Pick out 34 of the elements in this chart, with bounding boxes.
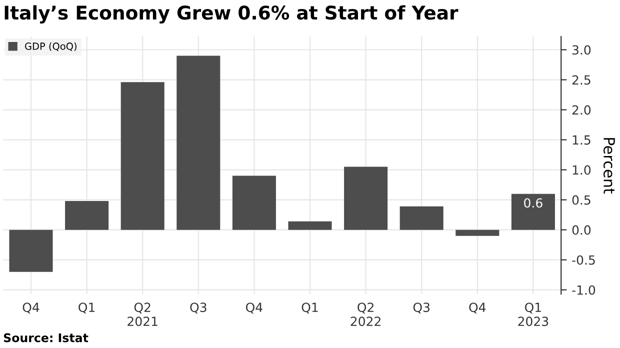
bar [120,82,164,230]
x-tick-label: Q4 [469,302,486,314]
bar [344,166,388,230]
x-tick-label: Q2 2022 [350,302,380,326]
y-tick-label: 3.0 [572,45,591,55]
x-tick-label: Q2 2021 [128,302,158,326]
chart-title: Italy’s Economy Grew 0.6% at Start of Year [4,5,458,24]
legend-label: GDP (QoQ) [25,42,76,52]
bar [456,230,500,236]
bar [400,206,444,230]
bar [288,221,332,230]
y-tick-label: 2.5 [572,75,590,85]
y-tick-label: 0.0 [572,225,591,235]
source-note: Source: Istat [4,333,88,342]
bar [511,194,555,230]
bar [176,56,220,230]
x-tick-label: Q1 2023 [518,302,548,326]
bar [232,176,276,230]
bar [65,201,109,230]
y-tick-label: -0.5 [572,255,595,265]
y-tick-label: 2.0 [572,105,591,115]
y-tick-label: 0.5 [572,195,590,205]
y-tick-label: -1.0 [572,285,596,295]
x-tick-label: Q3 [190,302,206,314]
x-tick-label: Q3 [413,302,430,314]
y-tick-label: 1.5 [572,135,590,145]
x-tick-label: Q4 [22,302,40,314]
x-tick-label: Q4 [246,302,262,314]
y-tick-label: 1.0 [572,165,591,175]
data-label: 0.6 [524,198,542,208]
x-tick-label: Q1 [302,302,318,314]
x-tick-label: Q1 [78,302,95,314]
y-axis-title: Percent [604,138,615,194]
bar [9,230,53,272]
